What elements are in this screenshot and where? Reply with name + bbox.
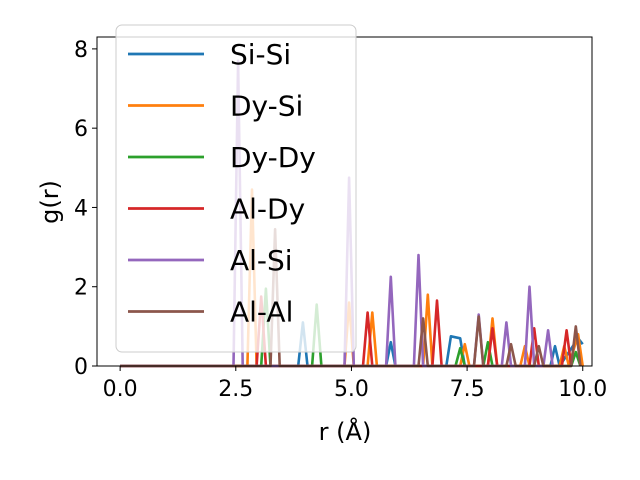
y-tick-label: 0: [74, 355, 88, 380]
x-axis-ticks: 0.0 2.5 5.0 7.5 10.0: [103, 366, 607, 402]
legend-label: Si-Si: [230, 38, 291, 71]
legend-label: Al-Dy: [230, 193, 305, 226]
legend-entries: Si-Si Dy-Si Dy-Dy Al-Dy Al-Si Al-Al: [128, 38, 316, 329]
legend-label: Al-Si: [230, 244, 293, 277]
legend-item: Dy-Si: [128, 90, 303, 123]
legend-label: Al-Al: [230, 296, 293, 329]
legend-item: Dy-Dy: [128, 141, 316, 174]
x-tick-label: 5.0: [334, 377, 369, 402]
legend-label: Dy-Si: [230, 90, 303, 123]
y-axis-ticks: 0 2 4 6 8: [74, 38, 97, 380]
legend-item: Al-Si: [128, 244, 293, 277]
y-tick-label: 2: [74, 276, 88, 301]
y-tick-label: 6: [74, 117, 88, 142]
legend: Si-Si Dy-Si Dy-Dy Al-Dy Al-Si Al-Al: [115, 24, 357, 353]
x-tick-label: 10.0: [558, 377, 607, 402]
x-tick-label: 0.0: [103, 377, 138, 402]
x-tick-label: 2.5: [218, 377, 253, 402]
y-tick-label: 8: [74, 38, 88, 63]
legend-item: Al-Al: [128, 296, 293, 329]
x-tick-label: 7.5: [450, 377, 485, 402]
y-tick-label: 4: [74, 196, 88, 221]
y-axis-label: g(r): [36, 180, 64, 224]
legend-item: Si-Si: [128, 38, 291, 71]
legend-item: Al-Dy: [128, 193, 305, 226]
x-axis-label: r (Å): [319, 417, 372, 446]
legend-label: Dy-Dy: [230, 141, 316, 174]
